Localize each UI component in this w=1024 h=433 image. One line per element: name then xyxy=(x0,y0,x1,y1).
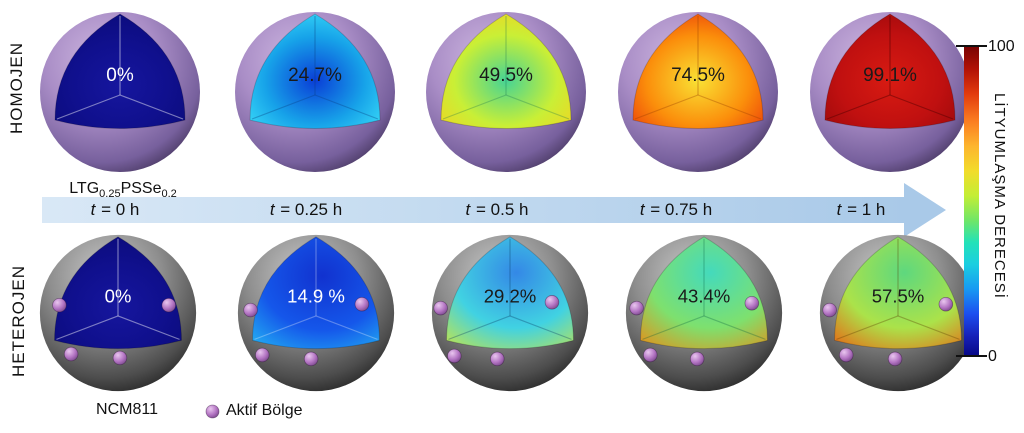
active-site-dot xyxy=(643,347,658,363)
colorbar-min-label: 0 xyxy=(988,348,997,365)
time-arrow xyxy=(42,197,904,223)
cutaway-face xyxy=(640,236,768,350)
sphere-homojen-t1: 99.1% xyxy=(810,12,970,172)
active-site-dot xyxy=(447,348,462,364)
cutaway-edges xyxy=(634,16,762,120)
material-label-ncm811: NCM811 xyxy=(96,401,158,418)
cutaway-edges xyxy=(826,16,954,120)
row-label-heterojen: HETEROJEN xyxy=(9,265,28,377)
lithiation-percent-label: 0% xyxy=(106,65,134,86)
material-text: LTG xyxy=(69,180,100,197)
time-arrow-head xyxy=(904,183,946,237)
cutaway-face xyxy=(446,236,574,350)
time-value: = 0.75 h xyxy=(645,200,713,219)
active-site-dot xyxy=(112,350,128,366)
sphere-heterojen-t0: 0% xyxy=(39,234,197,392)
cutaway-face xyxy=(824,13,956,129)
colorbar-max-label: 100 xyxy=(988,38,1015,55)
active-site-dot xyxy=(744,296,760,311)
active-site-dot xyxy=(433,300,448,316)
active-site-dot xyxy=(887,351,903,367)
time-label-2: t = 0.5 h xyxy=(466,199,529,221)
active-site-dot xyxy=(243,302,258,318)
active-site-dot xyxy=(822,302,837,318)
time-value: = 0.25 h xyxy=(275,200,343,219)
lithiation-percent-label: 74.5% xyxy=(671,65,725,86)
lithiation-percent-label: 49.5% xyxy=(479,65,533,86)
active-site-dot xyxy=(938,296,954,312)
cutaway-face xyxy=(249,13,381,129)
material-label-ltg: LTG0.25PSSe0.2 xyxy=(69,180,177,200)
active-site-dot xyxy=(354,296,370,312)
lithiation-percent-label: 29.2% xyxy=(484,285,537,306)
time-variable: t xyxy=(269,200,275,219)
cutaway-edges xyxy=(254,238,378,340)
cutaway-edges xyxy=(836,238,960,340)
active-site-dot xyxy=(490,351,505,367)
cutaway-face xyxy=(440,13,572,129)
active-site-dot xyxy=(544,295,560,310)
cutaway-face xyxy=(252,236,380,350)
cutaway-edges xyxy=(448,238,572,340)
material-text: PSSe xyxy=(120,180,162,197)
sphere-heterojen-t1: 57.5% xyxy=(819,234,977,392)
colorbar-tick-top xyxy=(956,45,987,47)
sphere-homojen-t0: 0% xyxy=(40,12,200,172)
colorbar-tick-bottom xyxy=(956,355,987,357)
active-site-dot xyxy=(63,346,79,362)
time-value: = 0.5 h xyxy=(471,200,529,219)
time-variable: t xyxy=(90,200,96,219)
cutaway-edges xyxy=(56,16,184,120)
time-label-3: t = 0.75 h xyxy=(640,199,712,221)
lithiation-percent-label: 99.1% xyxy=(863,65,917,86)
active-site-dot xyxy=(629,300,644,316)
row-label-homojen: HOMOJEN xyxy=(7,42,26,134)
time-value: = 1 h xyxy=(842,200,886,219)
time-variable: t xyxy=(836,200,842,219)
active-site-dot xyxy=(52,297,67,313)
time-label-1: t = 0.25 h xyxy=(270,199,342,221)
colorbar xyxy=(964,47,979,357)
cutaway-edges xyxy=(56,238,180,340)
sphere-homojen-t025: 24.7% xyxy=(235,12,395,172)
lithiation-percent-label: 0% xyxy=(105,285,132,306)
lithiation-percent-label: 24.7% xyxy=(288,65,342,86)
active-site-dot xyxy=(689,351,705,367)
legend-active-site-dot xyxy=(205,404,220,419)
active-site-dot xyxy=(303,351,319,367)
sphere-heterojen-t075: 43.4% xyxy=(625,234,783,392)
cutaway-face xyxy=(632,13,764,129)
cutaway-face xyxy=(834,236,962,350)
sphere-heterojen-t025: 14.9 % xyxy=(237,234,395,392)
lithiation-percent-label: 14.9 % xyxy=(287,285,345,306)
cutaway-edges xyxy=(251,16,379,120)
cutaway-edges xyxy=(642,238,766,340)
sphere-homojen-t075: 74.5% xyxy=(618,12,778,172)
sphere-homojen-t05: 49.5% xyxy=(426,12,586,172)
cutaway-edges xyxy=(442,16,570,120)
time-label-0: t = 0 h xyxy=(91,199,140,221)
legend-label: Aktif Bölge xyxy=(226,402,303,419)
colorbar-title: LİTYUMLAŞMA DERECESİ xyxy=(991,93,1008,299)
active-site-dot xyxy=(255,347,270,363)
time-variable: t xyxy=(639,200,645,219)
cutaway-face xyxy=(54,236,182,350)
active-site-dot xyxy=(161,297,177,313)
time-variable: t xyxy=(465,200,471,219)
lithiation-percent-label: 57.5% xyxy=(872,285,925,306)
active-site-dot xyxy=(839,347,854,363)
lithiation-percent-label: 43.4% xyxy=(678,285,731,306)
sphere-heterojen-t05: 29.2% xyxy=(431,234,589,392)
time-value: = 0 h xyxy=(96,200,140,219)
time-label-4: t = 1 h xyxy=(837,199,886,221)
cutaway-face xyxy=(54,13,186,129)
colorbar-gradient xyxy=(964,47,979,357)
